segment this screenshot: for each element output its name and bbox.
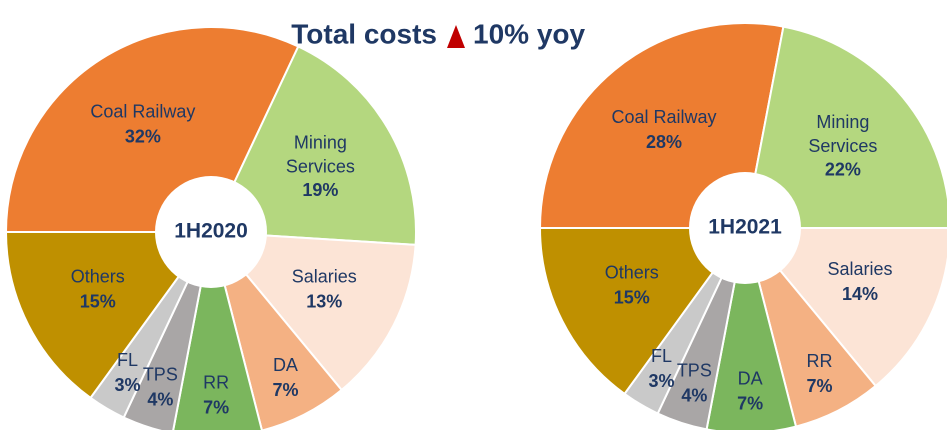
slice-label: DA xyxy=(273,355,298,375)
pie-slice xyxy=(209,45,417,246)
donut-hole xyxy=(689,172,801,284)
slice-label: Coal Railway xyxy=(90,101,195,121)
pie-slice xyxy=(210,231,344,430)
slice-value-label: 4% xyxy=(681,386,707,406)
slice-value-label: 32% xyxy=(125,126,161,146)
slice-value-label: 7% xyxy=(272,380,298,400)
donut-hole xyxy=(155,176,267,288)
slice-value-label: 7% xyxy=(203,398,229,418)
slice-label: Salaries xyxy=(827,259,892,279)
pie-slice xyxy=(743,25,947,229)
slice-label: FL xyxy=(651,346,672,366)
slice-value-label: 7% xyxy=(806,376,832,396)
center-label: 1H2021 xyxy=(708,216,782,239)
slice-label: RR xyxy=(806,351,832,371)
center-label: 1H2020 xyxy=(174,220,248,243)
slice-value-label: 28% xyxy=(646,132,682,152)
pies: 1H2020 Coal Railway 32% Mining Services 19% Sa… xyxy=(4,22,947,430)
slice-value-label: 15% xyxy=(80,291,116,311)
slice-value-label: 19% xyxy=(302,180,338,200)
change-label: 10% yoy xyxy=(473,18,585,49)
pie-slice xyxy=(4,231,213,400)
slice-label: TPS xyxy=(143,365,178,385)
pie-slice xyxy=(208,230,417,392)
slice-value-label: 13% xyxy=(306,291,342,311)
chart-title: Total costs xyxy=(291,18,437,49)
slice-label: Mining Services xyxy=(808,112,877,156)
slice-label: RR xyxy=(203,373,229,393)
slice-value-label: 4% xyxy=(147,390,173,410)
slice-value-label: 22% xyxy=(825,160,861,180)
pie-slice xyxy=(538,227,747,396)
slice-value-label: 3% xyxy=(649,371,675,391)
slice-label: Coal Railway xyxy=(611,107,716,127)
slice-value-label: 3% xyxy=(115,375,141,395)
slice-value-label: 7% xyxy=(737,394,763,414)
up-arrow xyxy=(447,25,465,48)
slice-label: Others xyxy=(71,266,125,286)
slice-label: Others xyxy=(605,262,659,282)
slice-label: Salaries xyxy=(292,266,357,286)
slice-label: DA xyxy=(738,369,763,389)
slice-value-label: 15% xyxy=(614,287,650,307)
slice-value-label: 14% xyxy=(842,284,878,304)
pie-slice xyxy=(742,227,947,388)
pie-slice xyxy=(172,231,263,430)
slice-label: Mining Services xyxy=(286,132,355,176)
slice-label: FL xyxy=(117,350,138,370)
slice-label: TPS xyxy=(677,361,712,381)
